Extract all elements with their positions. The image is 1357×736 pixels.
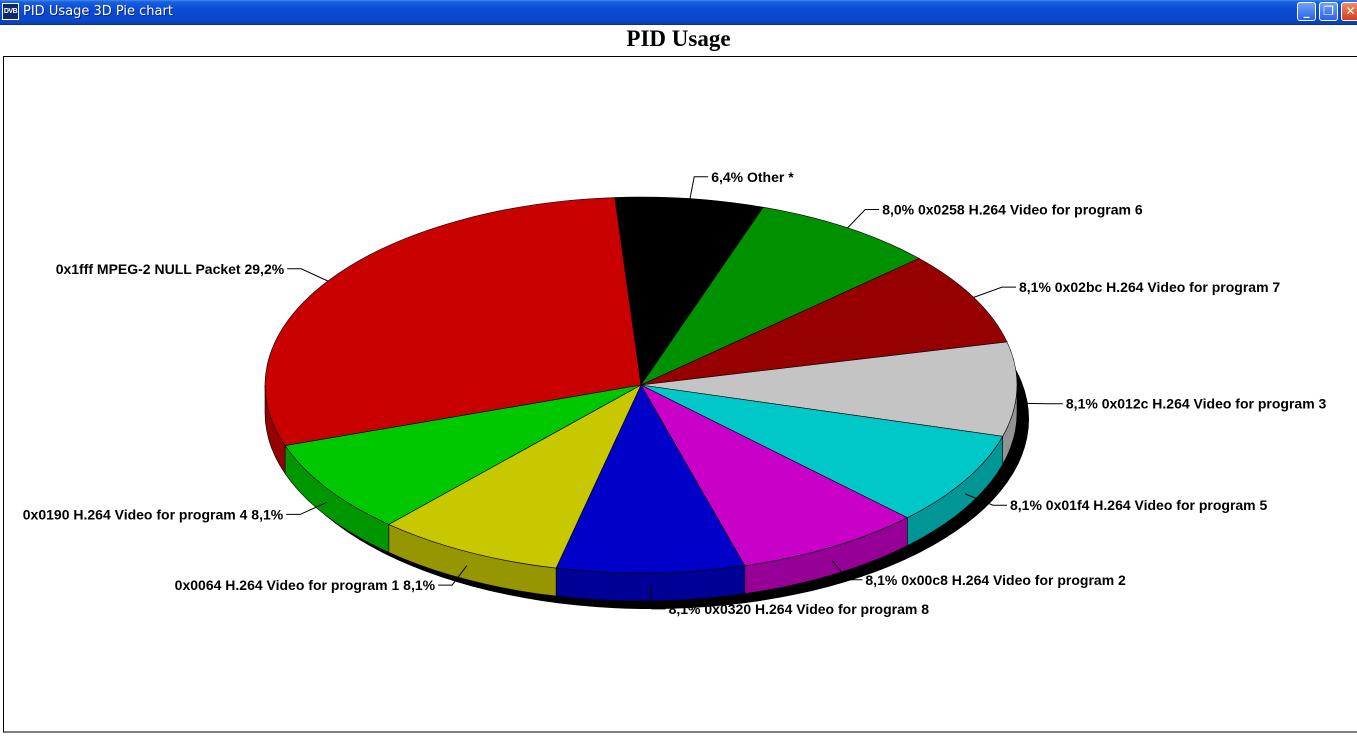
window-titlebar[interactable]: DVB PID Usage 3D Pie chart _ ❐ ✕	[0, 0, 1357, 25]
dvb-app-icon: DVB	[2, 3, 19, 20]
pie-slice-1	[640, 206, 920, 386]
plot-area	[3, 56, 1357, 733]
leader-line-1	[847, 209, 880, 229]
slice-label-6: 8,1% 0x0320 H.264 Video for program 8	[669, 601, 930, 617]
close-button[interactable]: ✕	[1341, 2, 1357, 21]
pie-slice-5	[640, 384, 908, 567]
window-title: PID Usage 3D Pie chart	[23, 4, 173, 19]
slice-label-0: 6,4% Other *	[711, 169, 794, 185]
slice-label-4: 8,1% 0x01f4 H.264 Video for program 5	[1010, 497, 1268, 513]
pie-slice-4	[640, 384, 1004, 519]
slice-label-7: 0x0064 H.264 Video for program 1 8,1%	[175, 577, 436, 593]
leader-line-6	[650, 586, 666, 610]
leader-line-7	[438, 565, 468, 586]
leader-line-3	[1016, 402, 1063, 405]
slice-label-2: 8,1% 0x02bc H.264 Video for program 7	[1019, 279, 1280, 295]
chart-title: PID Usage	[626, 26, 731, 51]
pie-slice-9	[264, 197, 642, 446]
slice-label-1: 8,0% 0x0258 H.264 Video for program 6	[882, 202, 1143, 218]
leader-line-2	[973, 286, 1016, 298]
pie-slice-7	[388, 384, 642, 569]
slice-label-8: 0x0190 H.264 Video for program 4 8,1%	[23, 506, 284, 522]
minimize-button[interactable]: _	[1297, 2, 1316, 21]
slice-label-9: 0x1fff MPEG-2 NULL Packet 29,2%	[56, 261, 285, 277]
leader-line-4	[965, 493, 1007, 506]
leader-line-9	[287, 268, 329, 282]
pie-slice-0	[614, 196, 764, 386]
pie-slice-6	[555, 384, 746, 574]
slice-label-3: 8,1% 0x012c H.264 Video for program 3	[1066, 396, 1327, 412]
pie-slice-8	[284, 384, 642, 525]
pie-slice-2	[640, 258, 1008, 386]
restore-button[interactable]: ❐	[1319, 2, 1338, 21]
leader-line-8	[286, 501, 328, 515]
slice-label-5: 8,1% 0x00c8 H.264 Video for program 2	[865, 572, 1126, 588]
leader-line-5	[831, 560, 863, 581]
leader-line-0	[689, 176, 709, 199]
pie-slice-3	[640, 341, 1018, 437]
